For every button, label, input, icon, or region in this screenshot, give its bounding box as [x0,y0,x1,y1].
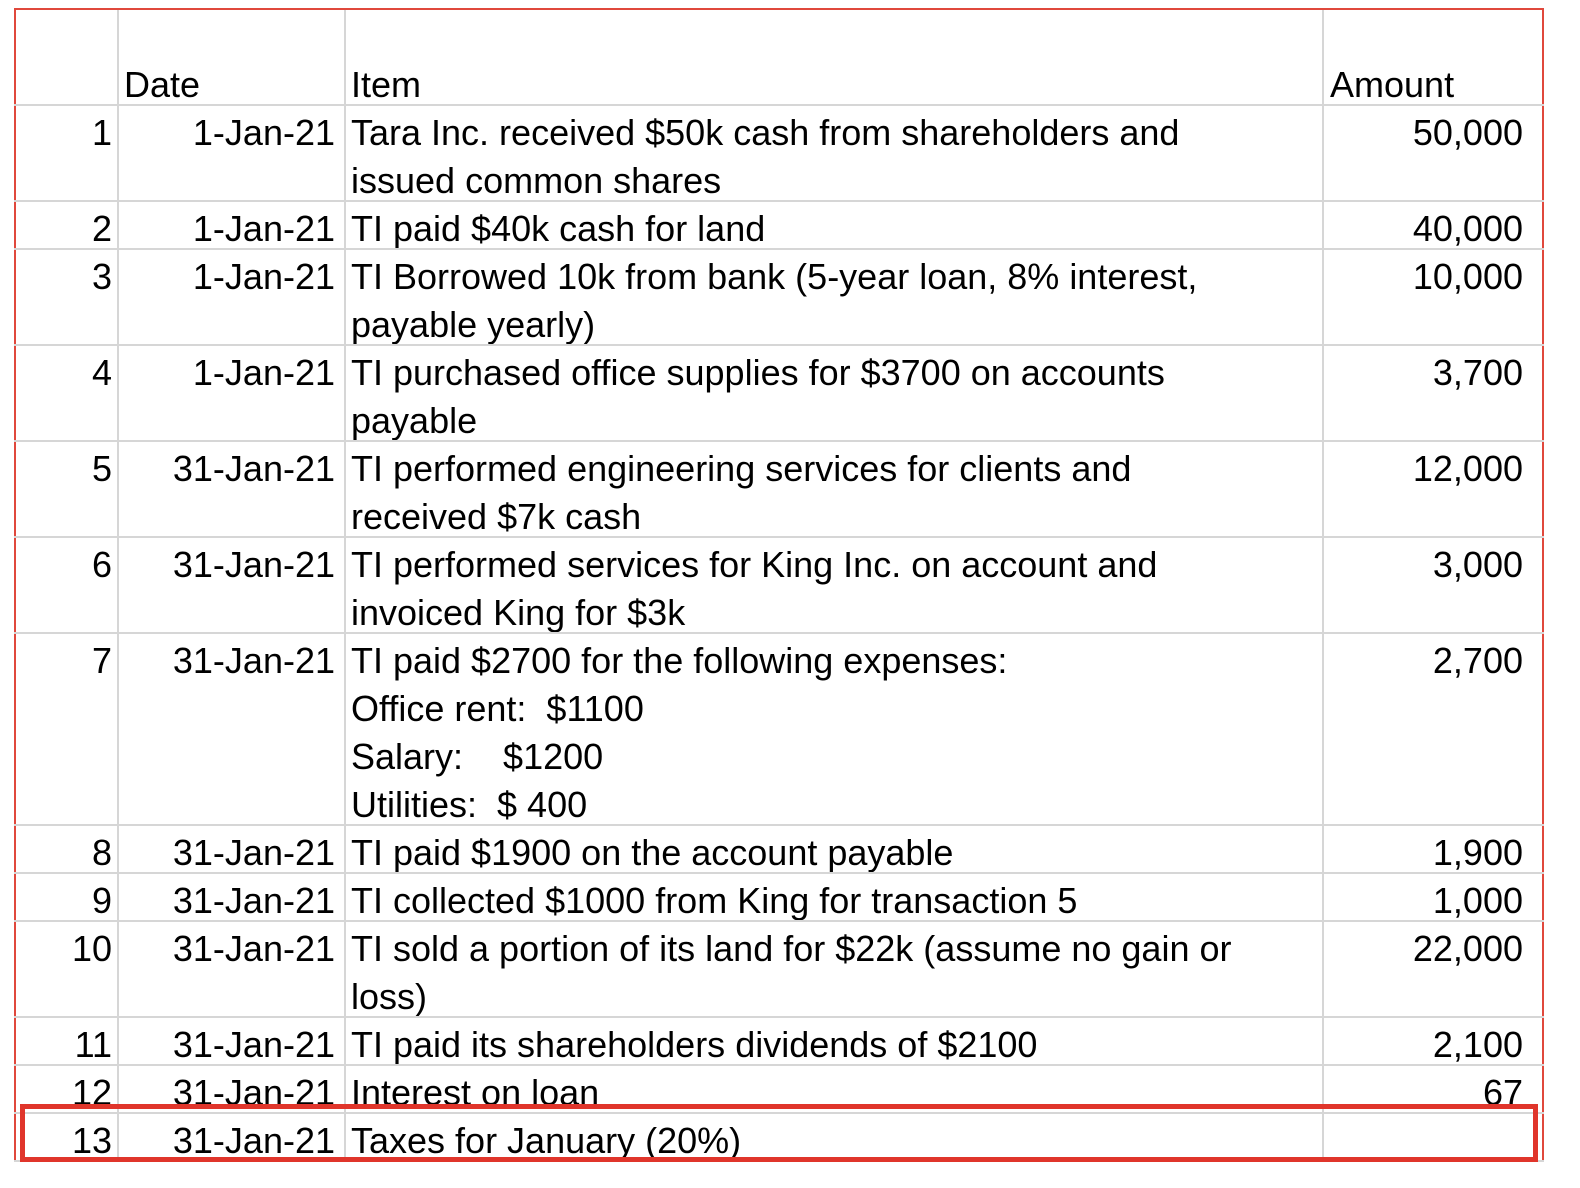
date: 1-Jan-21 [192,256,335,297]
grid-line [14,248,1544,250]
item: Salary: $1200 [351,736,604,777]
amount: 2,100 [1432,1024,1523,1065]
item: TI performed services for King Inc. on a… [351,544,1158,585]
grid-line [344,10,346,1161]
row-number: 3 [91,256,112,297]
grid-line [14,920,1544,922]
item: TI purchased office supplies for $3700 o… [351,352,1165,393]
row-number: 10 [71,928,112,969]
amount: 40,000 [1412,208,1523,249]
grid-line [117,10,119,1161]
row-number: 7 [91,640,112,681]
item: TI performed engineering services for cl… [351,448,1132,489]
row-number: 13 [71,1120,112,1161]
grid-line [14,1064,1544,1066]
row-number: 8 [91,832,112,873]
grid-line [14,200,1544,202]
item: TI sold a portion of its land for $22k (… [351,928,1232,969]
item: invoiced King for $3k [351,592,686,633]
header-date: Date [124,64,201,105]
item: TI paid $40k cash for land [351,208,766,249]
item: Taxes for January (20%) [351,1120,742,1161]
date: 31-Jan-21 [172,544,335,585]
amount: 3,700 [1432,352,1523,393]
date: 31-Jan-21 [172,1024,335,1065]
row-number: 5 [91,448,112,489]
item: Utilities: $ 400 [351,784,588,825]
date: 1-Jan-21 [192,208,335,249]
item: payable yearly) [351,304,596,345]
header-item: Item [351,64,422,105]
amount: 2,700 [1432,640,1523,681]
row-number: 6 [91,544,112,585]
grid-line [14,872,1544,874]
item: payable [351,400,478,441]
date: 31-Jan-21 [172,1120,335,1161]
amount: 3,000 [1432,544,1523,585]
grid-line [14,1112,1544,1114]
row-number: 11 [74,1024,112,1065]
item: TI paid $1900 on the account payable [351,832,954,873]
amount: 1,000 [1432,880,1523,921]
grid-line [14,344,1544,346]
item: issued common shares [351,160,722,201]
grid-line [14,440,1544,442]
row-number: 9 [91,880,112,921]
grid-line [14,536,1544,538]
row-number: 1 [91,112,112,153]
amount: 50,000 [1412,112,1523,153]
date: 31-Jan-21 [172,640,335,681]
grid-line [14,1016,1544,1018]
date: 31-Jan-21 [172,448,335,489]
item: TI collected $1000 from King for transac… [351,880,1078,921]
date: 1-Jan-21 [192,112,335,153]
highlight-box [20,1104,1538,1162]
item: TI Borrowed 10k from bank (5-year loan, … [351,256,1198,297]
item: loss) [351,976,428,1017]
item: Office rent: $1100 [351,688,644,729]
header-amount: Amount [1330,64,1455,105]
date: 31-Jan-21 [172,928,335,969]
amount: 10,000 [1412,256,1523,297]
item: TI paid $2700 for the following expenses… [351,640,1008,681]
item: Tara Inc. received $50k cash from shareh… [351,112,1180,153]
grid-line [14,104,1544,106]
item: TI paid its shareholders dividends of $2… [351,1024,1038,1065]
amount: 12,000 [1412,448,1523,489]
item: received $7k cash [351,496,642,537]
date: 31-Jan-21 [172,880,335,921]
grid-line [1322,10,1324,1161]
amount: 22,000 [1412,928,1523,969]
row-number: 2 [91,208,112,249]
grid-line [14,632,1544,634]
row-number: 4 [91,352,112,393]
date: 1-Jan-21 [192,352,335,393]
amount: 1,900 [1432,832,1523,873]
date: 31-Jan-21 [172,832,335,873]
grid-line [14,824,1544,826]
